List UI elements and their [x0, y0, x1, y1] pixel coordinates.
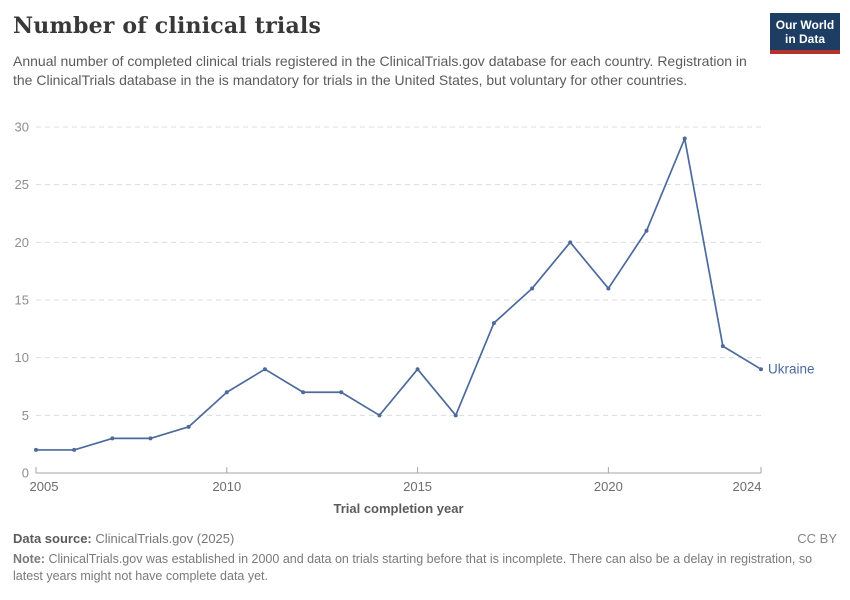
data-point-marker — [262, 367, 267, 372]
data-point-marker — [377, 413, 382, 418]
data-point-marker — [720, 344, 725, 349]
data-point-marker — [530, 286, 535, 291]
page-title: Number of clinical trials — [13, 13, 322, 39]
y-axis-tick-label: 20 — [15, 235, 29, 250]
chart-canvas[interactable]: 0 5 10 15 20 25 30 2005 2010 2015 2020 2024 Ukraine T… — [0, 0, 850, 527]
license-link[interactable]: CC BY — [797, 531, 837, 546]
data-point-marker — [110, 436, 115, 441]
data-point-marker — [186, 424, 191, 429]
y-axis-tick-label: 15 — [15, 293, 29, 308]
data-source-value: ClinicalTrials.gov (2025) — [95, 531, 235, 546]
data-point-marker — [34, 447, 38, 452]
data-source-label: Data source: — [13, 531, 92, 546]
data-point-marker — [148, 436, 153, 441]
data-point-marker — [759, 367, 763, 372]
data-source: Data source: ClinicalTrials.gov (2025) — [13, 531, 234, 546]
data-point-marker — [568, 240, 573, 245]
owid-logo-line1: Our World — [775, 17, 835, 32]
data-point-marker — [224, 390, 229, 395]
y-axis-tick-label: 25 — [15, 177, 29, 192]
y-axis-tick-label: 5 — [22, 408, 29, 423]
y-axis-tick-label: 10 — [15, 350, 29, 365]
y-axis-tick-label: 30 — [15, 120, 29, 135]
footer-note: Note: ClinicalTrials.gov was established… — [13, 551, 837, 585]
data-point-marker — [72, 447, 77, 452]
chart-subtitle: Annual number of completed clinical tria… — [13, 53, 747, 88]
owid-logo-line2: in Data — [784, 31, 825, 46]
data-point-marker — [606, 286, 611, 291]
data-point-marker — [339, 390, 344, 395]
data-point-marker — [491, 321, 496, 326]
owid-logo[interactable]: Our World in Data — [770, 13, 840, 54]
data-point-marker — [301, 390, 306, 395]
footer-source-row: Data source: ClinicalTrials.gov (2025) C… — [13, 531, 837, 546]
footer-note-label: Note: — [13, 552, 45, 566]
series-entity-label[interactable]: Ukraine — [768, 362, 815, 377]
footer-note-text: ClinicalTrials.gov was established in 20… — [13, 552, 813, 583]
data-point-marker — [453, 413, 458, 418]
x-axis-tick-label: 2015 — [403, 479, 432, 494]
x-axis-title: Trial completion year — [333, 501, 463, 516]
x-axis-tick-label: 2005 — [30, 479, 59, 494]
x-axis-tick-label: 2020 — [594, 479, 623, 494]
x-axis-tick-label: 2010 — [212, 479, 241, 494]
data-point-marker — [644, 228, 649, 233]
data-point-marker — [682, 136, 687, 141]
series-line[interactable] — [35, 137, 762, 451]
y-axis-tick-label: 0 — [22, 466, 29, 481]
data-point-marker — [415, 367, 420, 372]
x-axis-tick-label: 2024 — [733, 479, 762, 494]
